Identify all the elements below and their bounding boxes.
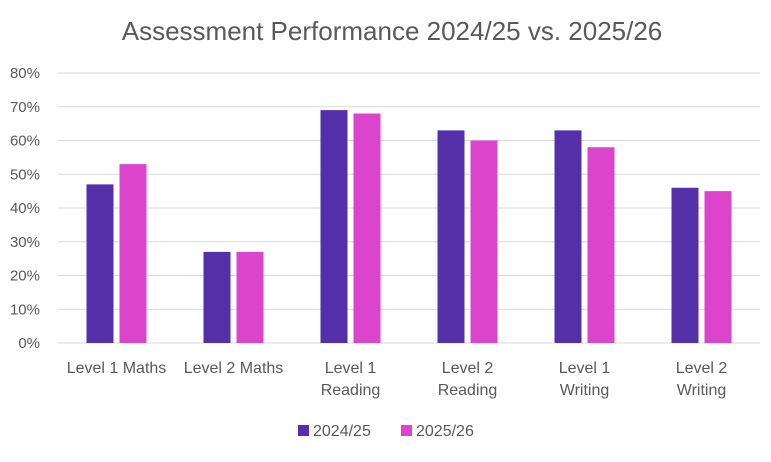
bar-2024-25-3 (437, 130, 465, 343)
category-label-line: Level 2 Maths (184, 360, 284, 377)
category-label-line: Level 2 (676, 360, 728, 377)
y-tick-label: 60% (10, 133, 40, 150)
y-tick-label: 50% (10, 166, 40, 183)
legend-swatch (298, 425, 309, 436)
category-label-line: Writing (677, 382, 727, 399)
y-tick-label: 0% (18, 335, 40, 352)
bar-2024-25-4 (554, 130, 582, 343)
x-axis-category-labels: Level 1 Maths Level 2 Maths Level 1 Reading… (67, 360, 728, 399)
legend-swatch (401, 425, 412, 436)
bar-2025-26-4 (587, 147, 615, 343)
legend: 2024/25 2025/26 (298, 423, 474, 440)
category-label: Level 2 Maths (184, 360, 284, 377)
y-tick-label: 10% (10, 301, 40, 318)
y-axis-tick-labels: 0% 10% 20% 30% 40% 50% 60% 70% 80% (10, 65, 40, 352)
y-tick-label: 20% (10, 268, 40, 285)
category-label-line: Reading (438, 382, 498, 399)
bar-2024-25-2 (320, 110, 348, 343)
category-label: Level 2 Writing (676, 360, 728, 399)
category-label-line: Level 1 (325, 360, 377, 377)
legend-label: 2024/25 (313, 423, 371, 440)
category-label-line: Level 2 (442, 360, 494, 377)
legend-label: 2025/26 (416, 423, 474, 440)
y-tick-label: 70% (10, 99, 40, 116)
bar-2025-26-2 (353, 113, 381, 343)
bar-2024-25-5 (671, 187, 699, 343)
gridlines (58, 72, 760, 344)
bar-2025-26-1 (236, 251, 264, 343)
category-label: Level 1 Reading (321, 360, 381, 399)
bar-2024-25-0 (86, 184, 114, 343)
bar-2025-26-5 (704, 191, 732, 343)
y-tick-label: 30% (10, 234, 40, 251)
bar-2025-26-3 (470, 140, 498, 343)
category-label: Level 2 Reading (438, 360, 498, 399)
category-label-line: Level 1 Maths (67, 360, 167, 377)
category-label: Level 1 Maths (67, 360, 167, 377)
category-label-line: Reading (321, 382, 381, 399)
category-label-line: Level 1 (559, 360, 611, 377)
category-label-line: Writing (560, 382, 610, 399)
bar-2024-25-1 (203, 251, 231, 343)
bar-2025-26-0 (119, 164, 147, 343)
chart-title: Assessment Performance 2024/25 vs. 2025/… (122, 16, 663, 46)
category-label: Level 1 Writing (559, 360, 611, 399)
y-tick-label: 80% (10, 65, 40, 82)
y-tick-label: 40% (10, 200, 40, 217)
bars (86, 110, 732, 343)
